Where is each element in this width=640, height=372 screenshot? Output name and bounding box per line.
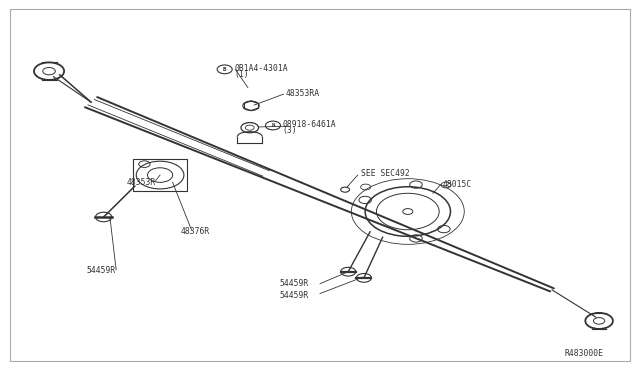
Text: N: N	[271, 123, 275, 128]
Text: 48353R: 48353R	[127, 178, 156, 187]
Text: 0B1A4-4301A: 0B1A4-4301A	[235, 64, 289, 73]
Text: B: B	[223, 67, 227, 72]
Text: (1): (1)	[235, 70, 250, 78]
Text: 08918-6461A: 08918-6461A	[282, 120, 336, 129]
Text: 54459R: 54459R	[279, 291, 308, 300]
Text: R483000E: R483000E	[564, 349, 604, 358]
Text: 48376R: 48376R	[180, 227, 210, 237]
Text: SEE SEC492: SEE SEC492	[361, 169, 410, 178]
Text: 48015C: 48015C	[442, 180, 472, 189]
Text: 54459R: 54459R	[86, 266, 116, 275]
Text: (3): (3)	[282, 126, 297, 135]
Bar	[133, 159, 187, 191]
Text: 54459R: 54459R	[279, 279, 308, 288]
Text: 48353RA: 48353RA	[285, 89, 319, 97]
